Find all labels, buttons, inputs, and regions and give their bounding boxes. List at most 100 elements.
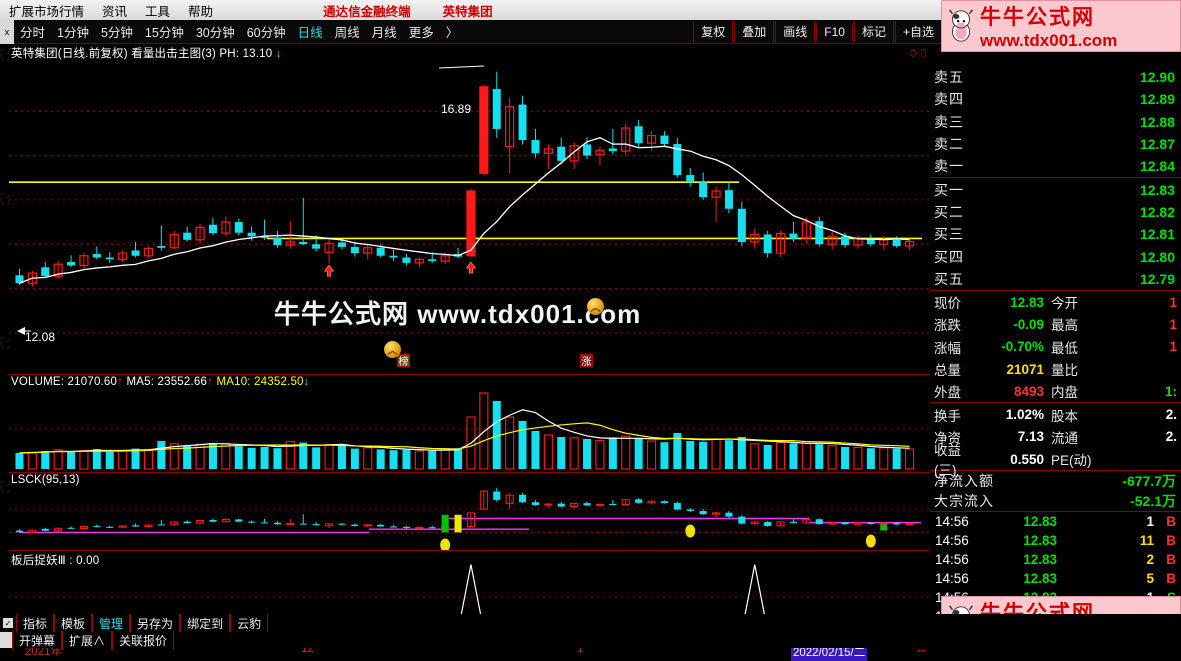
site-logo-top: 牛牛公式网 www.tdx001.com: [941, 0, 1181, 52]
period-fenshi[interactable]: 分时: [20, 26, 46, 40]
stat-row-2: 涨幅 -0.70% 最低 1: [930, 336, 1181, 358]
status-item-lingcunwei[interactable]: 另存为: [130, 613, 181, 633]
close-icon[interactable]: x: [0, 19, 14, 44]
price-chart-svg: [9, 65, 930, 335]
fundamental-row-0-value2: 2.: [1165, 407, 1177, 423]
stat-row-1-label1: 涨跌: [934, 318, 961, 334]
ask-row-4-value: 12.84: [1139, 158, 1175, 175]
logo-title: 牛牛公式网: [980, 6, 1095, 29]
period-60min[interactable]: 60分钟: [246, 26, 286, 40]
bid-row-1[interactable]: 买二 12.82: [930, 201, 1181, 223]
status-item-yunbao[interactable]: 云豹: [230, 613, 269, 633]
button-fuquan[interactable]: 复权: [693, 21, 734, 42]
period-weekly[interactable]: 周线: [334, 26, 360, 40]
tick-row-3-time: 14:56: [935, 571, 969, 587]
button-diejia[interactable]: 叠加: [734, 21, 775, 42]
tick-row-0[interactable]: 14:56 12.83 1 B: [930, 512, 1181, 531]
ask-row-0[interactable]: 卖五 12.90: [930, 66, 1181, 88]
menu-item-help[interactable]: 帮助: [188, 4, 214, 19]
ask-row-2-label: 卖三: [934, 113, 964, 130]
flow-row-1-label: 大宗流入: [934, 493, 994, 510]
stat-row-0-value1: 12.83: [1010, 294, 1044, 310]
fund-flow-divider: [930, 470, 1181, 472]
menu-item-market[interactable]: 扩展市场行情: [9, 4, 85, 19]
status-item-zhibiao[interactable]: 指标: [16, 613, 55, 633]
volume-ma5-label: MA5: 23552.66: [126, 376, 208, 388]
quote-panel[interactable]: 卖五 12.90 卖四 12.89 卖三 12.88 卖二 12.87 卖一 12.84 买一 12…: [930, 44, 1181, 643]
status-item-bangdingdao[interactable]: 绑定到: [180, 613, 231, 633]
bid-row-0-value: 12.83: [1139, 181, 1175, 198]
bottom-bar-handle[interactable]: [0, 632, 12, 648]
indicator-status-bar[interactable]: ✓ 指标 模板 管理 另存为 绑定到 云豹: [0, 613, 1181, 633]
stat-row-4-value1: 8493: [1013, 383, 1044, 399]
menu-item-news[interactable]: 资讯: [102, 4, 128, 19]
bid-row-3-value: 12.80: [1139, 248, 1175, 265]
lsck-chart-svg: [9, 487, 930, 551]
tick-row-0-time: 14:56: [935, 514, 969, 530]
bottom-item-linked-quote[interactable]: 关联报价: [112, 630, 175, 650]
capital-flow-rows: 净流入额 -677.7万 大宗流入 -52.1万: [930, 471, 1181, 511]
stat-row-0-label2: 今开: [1051, 296, 1078, 312]
stat-row-4-value2: 1:: [1164, 383, 1177, 399]
ma10-arrow-icon: ↓: [303, 376, 310, 388]
lsck-panel[interactable]: LSCK(95,13): [9, 472, 930, 551]
tick-row-3-volume: 5: [1146, 571, 1154, 587]
ask-rows[interactable]: 卖五 12.90 卖四 12.89 卖三 12.88 卖二 12.87 卖一 12.84: [930, 66, 1181, 177]
menu-bar[interactable]: 扩展市场行情 资讯 工具 帮助 通达信金融终端 英特集团: [0, 0, 1181, 20]
fundamental-row-0: 换手 1.02% 股本 2.: [930, 403, 1181, 425]
site-watermark-text: 牛牛公式网 www.tdx001.com: [274, 299, 642, 329]
volume-panel[interactable]: VOLUME: 21070.60↑ MA5: 23552.66↑ MA10: 2…: [9, 374, 930, 472]
period-monthly[interactable]: 月线: [371, 26, 397, 40]
stat-row-2-value2: 1: [1169, 339, 1177, 355]
period-5min[interactable]: 5分钟: [100, 26, 133, 40]
chevron-right-icon[interactable]: 〉: [445, 26, 459, 40]
bid-row-3[interactable]: 买四 12.80: [930, 245, 1181, 267]
flow-row-1-value: -52.1万: [1130, 493, 1176, 510]
tick-row-3[interactable]: 14:56 12.83 5 B: [930, 569, 1181, 588]
bid-row-4[interactable]: 买五 12.79: [930, 268, 1181, 290]
chart-area[interactable]: 分析家公式网www.70822.Com分析家公式网www.70822.Com分析…: [0, 44, 930, 661]
ask-row-1[interactable]: 卖四 12.89: [930, 88, 1181, 110]
tick-row-2[interactable]: 14:56 12.83 2 B: [930, 550, 1181, 569]
period-more[interactable]: 更多: [408, 26, 434, 40]
app-title: 通达信金融终端: [323, 4, 411, 19]
stat-row-1: 涨跌 -0.09 最高 1: [930, 313, 1181, 335]
bottom-item-danmu[interactable]: 开弹幕: [12, 630, 63, 650]
checkbox-icon[interactable]: ✓: [3, 618, 13, 628]
button-add-watchlist[interactable]: +自选: [894, 21, 942, 42]
tick-row-1[interactable]: 14:56 12.83 11 B: [930, 531, 1181, 550]
tick-row-0-volume: 1: [1146, 514, 1154, 530]
button-f10[interactable]: F10: [816, 22, 853, 41]
menu-item-tools[interactable]: 工具: [145, 4, 171, 19]
logo-url: www.tdx001.com: [980, 31, 1118, 50]
period-1min[interactable]: 1分钟: [57, 26, 89, 40]
high-price-label: 16.89: [441, 102, 472, 116]
price-panel-header: 英特集团(日线.前复权) 看量出击主图(3) PH: 13.10 ↓: [11, 45, 282, 61]
stats-rows: 现价 12.83 今开 1 涨跌 -0.09 最高 1 涨幅 -0.70% 最低 1 总量 21071 量比…: [930, 291, 1181, 402]
status-item-muban[interactable]: 模板: [54, 613, 93, 633]
ask-row-3[interactable]: 卖二 12.87: [930, 133, 1181, 155]
status-item-guanli[interactable]: 管理: [92, 613, 131, 633]
stat-row-3-value1: 21071: [1006, 361, 1044, 377]
price-panel[interactable]: 英特集团(日线.前复权) 看量出击主图(3) PH: 13.10 ↓ 牛牛公式网…: [9, 44, 930, 374]
fundamental-rows: 换手 1.02% 股本 2. 净资 7.13 流通 2. 收益(三) 0.550 PE(动): [930, 403, 1181, 478]
ask-row-4[interactable]: 卖一 12.84: [930, 155, 1181, 177]
stat-row-0: 现价 12.83 今开 1: [930, 291, 1181, 313]
bid-row-2[interactable]: 买三 12.81: [930, 223, 1181, 245]
button-huaxian[interactable]: 画线: [775, 21, 816, 42]
bid-row-0[interactable]: 买一 12.83: [930, 178, 1181, 200]
ask-row-2[interactable]: 卖三 12.88: [930, 111, 1181, 133]
period-30min[interactable]: 30分钟: [195, 26, 235, 40]
stats-fund-divider: [930, 402, 1181, 404]
stat-row-3-label2: 量比: [1051, 363, 1078, 378]
period-15min[interactable]: 15分钟: [144, 26, 184, 40]
bottom-action-bar[interactable]: 开弹幕 扩展∧ 关联报价: [0, 630, 1181, 650]
stock-title: 英特集团: [442, 4, 493, 19]
period-daily[interactable]: 日线: [297, 26, 323, 40]
panel-control-icons[interactable]: ◇ ▯: [909, 47, 927, 59]
bottom-item-expand[interactable]: 扩展∧: [62, 630, 113, 650]
flow-ticks-divider: [930, 511, 1181, 513]
bid-rows[interactable]: 买一 12.83 买二 12.82 买三 12.81 买四 12.80 买五 12.79: [930, 178, 1181, 289]
button-biaoji[interactable]: 标记: [853, 21, 894, 42]
volume-arrow-icon: ↑: [117, 376, 124, 388]
